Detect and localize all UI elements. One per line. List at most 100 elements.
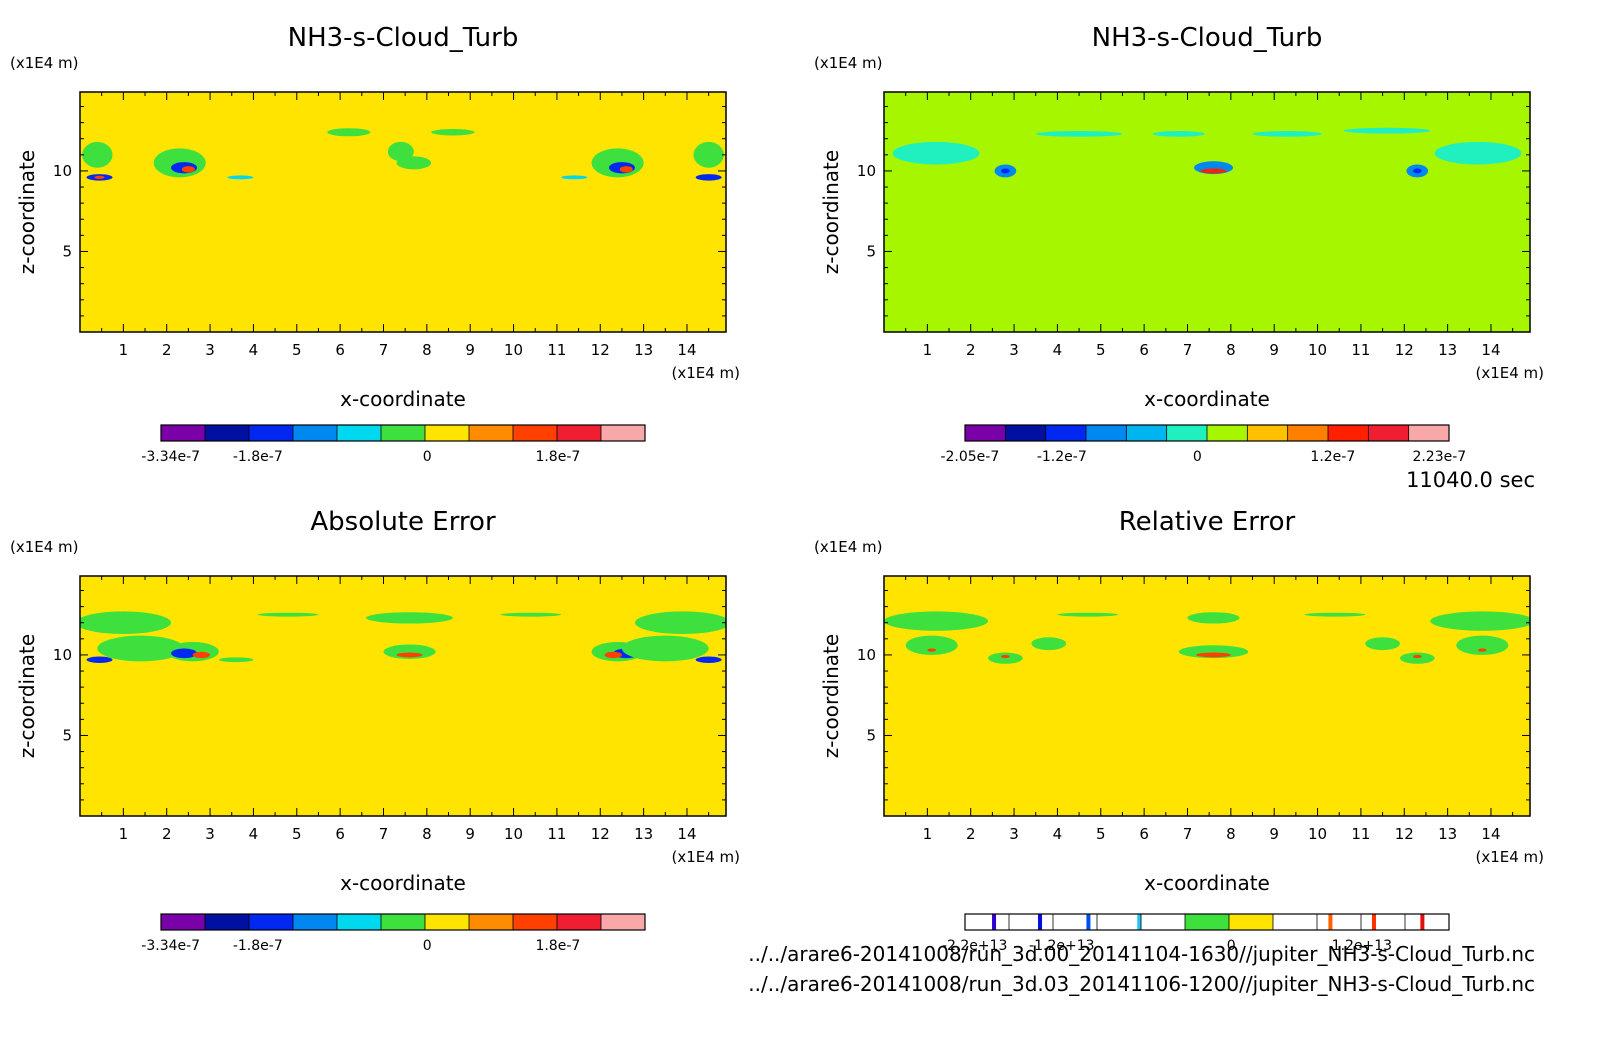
- field-background: [80, 576, 726, 816]
- y-unit-label: (x1E4 m): [10, 54, 79, 72]
- x-tick-label: 1: [119, 341, 129, 359]
- y-axis-label: z-coordinate: [15, 634, 39, 758]
- contour-region: [94, 175, 105, 179]
- colorbar-segment: [513, 425, 557, 441]
- colorbar-segment: [1273, 914, 1317, 930]
- colorbar: -2.2e+13 -1.2e+13 0 1.2e+13: [942, 913, 1450, 954]
- colorbar-segment: [601, 914, 645, 930]
- colorbar-segment: [1086, 425, 1127, 441]
- x-tick-label: 9: [1269, 341, 1279, 359]
- colorbar-segment: [513, 914, 557, 930]
- x-tick-label: 7: [379, 825, 389, 843]
- x-tick-label: 3: [205, 341, 215, 359]
- x-tick-label: 1: [923, 341, 933, 359]
- contour-region: [1057, 612, 1119, 617]
- x-axis-label: x-coordinate: [340, 387, 466, 411]
- contour-region: [1430, 611, 1530, 631]
- contour-region: [1187, 612, 1240, 624]
- y-tick-label: 5: [62, 726, 72, 744]
- contour-region: [1196, 652, 1231, 658]
- colorbar: -3.34e-7 -1.8e-7 0 1.8e-7: [141, 913, 646, 954]
- colorbar-segment: [601, 425, 645, 441]
- contour-region: [1456, 635, 1509, 655]
- y-tick-label: 10: [857, 646, 876, 664]
- colorbar-segment: [1009, 914, 1053, 930]
- colorbar-label: 0: [423, 449, 432, 465]
- x-tick-label: 2: [162, 341, 172, 359]
- colorbar-frame: [964, 913, 1450, 931]
- contour-region: [1178, 645, 1249, 659]
- x-tick-label: 2: [162, 825, 172, 843]
- x-tick-label: 5: [1096, 341, 1106, 359]
- colorbar-segment: [1141, 914, 1185, 930]
- x-tick-label: 8: [422, 825, 432, 843]
- x-tick-label: 1: [923, 825, 933, 843]
- x-unit-label: (x1E4 m): [1475, 364, 1544, 382]
- colorbar-segment: [337, 914, 381, 930]
- time-label: 11040.0 sec: [1406, 468, 1535, 492]
- colorbar-mark: [1038, 914, 1043, 930]
- colorbar-label: 1.2e+13: [1332, 938, 1392, 954]
- contour-region: [1343, 127, 1431, 134]
- colorbar-segment: [1361, 914, 1405, 930]
- contour-region: [905, 635, 958, 655]
- x-tick-label: 10: [504, 825, 523, 843]
- contour-region: [1365, 637, 1400, 651]
- colorbar-segment: [1126, 425, 1167, 441]
- y-axis-label: z-coordinate: [15, 150, 39, 274]
- x-unit-label: (x1E4 m): [671, 848, 740, 866]
- contour-region: [1412, 168, 1422, 174]
- colorbar-segment: [205, 914, 249, 930]
- contour-region: [634, 611, 726, 634]
- colorbar-mark: [1328, 914, 1333, 930]
- x-tick-label: 9: [465, 341, 475, 359]
- x-tick-label: 14: [677, 341, 696, 359]
- colorbar-segment: [557, 914, 601, 930]
- x-tick-label: 9: [465, 825, 475, 843]
- chart-title: NH3-s-Cloud_Turb: [288, 23, 519, 53]
- colorbar-mark: [1371, 914, 1376, 930]
- contour-region: [86, 656, 113, 663]
- x-tick-label: 6: [1139, 825, 1149, 843]
- x-tick-label: 12: [591, 825, 610, 843]
- colorbar-segment: [1185, 914, 1229, 930]
- contour-region: [1001, 654, 1010, 659]
- y-tick-label: 10: [53, 162, 72, 180]
- x-tick-label: 4: [249, 341, 259, 359]
- plot-frame: [883, 575, 1531, 817]
- x-tick-label: 7: [1183, 341, 1193, 359]
- colorbar-segment: [381, 914, 425, 930]
- x-tick-label: 3: [1009, 341, 1019, 359]
- x-tick-label: 11: [547, 825, 566, 843]
- colorbar-segment: [205, 425, 249, 441]
- colorbar-segment: [161, 914, 205, 930]
- contour-region: [218, 657, 254, 663]
- x-tick-label: 12: [1395, 825, 1414, 843]
- contour-region: [1412, 654, 1422, 659]
- contour-region: [431, 129, 475, 136]
- colorbar-label: -3.34e-7: [141, 938, 200, 954]
- x-tick-label: 6: [335, 825, 345, 843]
- x-tick-label: 12: [591, 341, 610, 359]
- contour-region: [500, 612, 562, 617]
- plot-frame: [79, 575, 727, 817]
- colorbar-label: 0: [423, 938, 432, 954]
- colorbar-label: -1.2e+13: [1029, 938, 1094, 954]
- x-tick-label: 8: [1226, 825, 1236, 843]
- colorbar-label: -2.05e-7: [940, 449, 999, 465]
- colorbar-label: 2.23e-7: [1412, 449, 1466, 465]
- colorbar-segment: [1207, 425, 1248, 441]
- contour-region: [192, 651, 211, 659]
- y-tick-label: 5: [62, 242, 72, 260]
- source-file-1: ../../arare6-20141008/run_3d.00_20141104…: [748, 942, 1535, 966]
- x-tick-label: 5: [292, 825, 302, 843]
- contour-region: [927, 648, 937, 652]
- colorbar-mark: [1137, 914, 1142, 930]
- contour-region: [396, 156, 432, 170]
- contour-region: [884, 611, 989, 631]
- colorbar-segment: [1328, 425, 1369, 441]
- colorbar-label: 1.2e-7: [1310, 449, 1355, 465]
- chart-title: Absolute Error: [310, 507, 496, 537]
- x-tick-label: 7: [379, 341, 389, 359]
- colorbar-segment: [965, 425, 1006, 441]
